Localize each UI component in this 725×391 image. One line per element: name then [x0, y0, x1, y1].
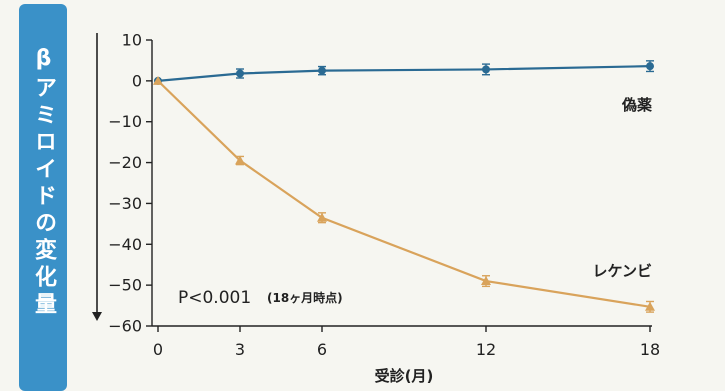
x-tick-label: 12	[476, 340, 496, 359]
series-placebo	[154, 60, 654, 85]
series-line	[157, 80, 651, 308]
data-point	[236, 69, 244, 78]
series-label-lecanemab: レケンビ	[592, 262, 652, 280]
y-tick-label: −40	[108, 235, 142, 254]
data-point	[317, 212, 327, 222]
series-line	[157, 65, 651, 82]
y-tick-label: −10	[108, 112, 142, 131]
data-point	[646, 62, 654, 71]
y-axis-label-badge	[19, 4, 67, 391]
y-tick-label: −30	[108, 194, 142, 213]
x-tick-label: 0	[153, 340, 163, 359]
y-tick-label: −50	[108, 276, 142, 295]
data-point	[153, 75, 163, 85]
y-axis-label: βアミロイドの変化量	[31, 46, 56, 319]
x-tick-label: 3	[235, 340, 245, 359]
y-tick-label: 10	[122, 31, 142, 50]
data-point	[318, 66, 326, 75]
data-point	[645, 301, 655, 311]
data-point	[481, 276, 491, 286]
x-tick-label: 18	[640, 340, 660, 359]
x-tick-label: 6	[317, 340, 327, 359]
y-tick-label: −20	[108, 153, 142, 172]
y-tick-label: 0	[132, 71, 142, 90]
x-axis-label: 受診(月)	[375, 367, 434, 385]
data-point	[482, 65, 490, 74]
p-value-annotation: P<0.001	[178, 288, 251, 308]
y-axis-arrow	[92, 312, 102, 321]
series-lecanemab	[153, 75, 655, 313]
data-point	[235, 155, 245, 165]
p-value-timepoint: (18ヶ月時点)	[267, 290, 343, 305]
series-label-placebo: 偽薬	[621, 96, 652, 114]
y-tick-label: −60	[108, 317, 142, 336]
